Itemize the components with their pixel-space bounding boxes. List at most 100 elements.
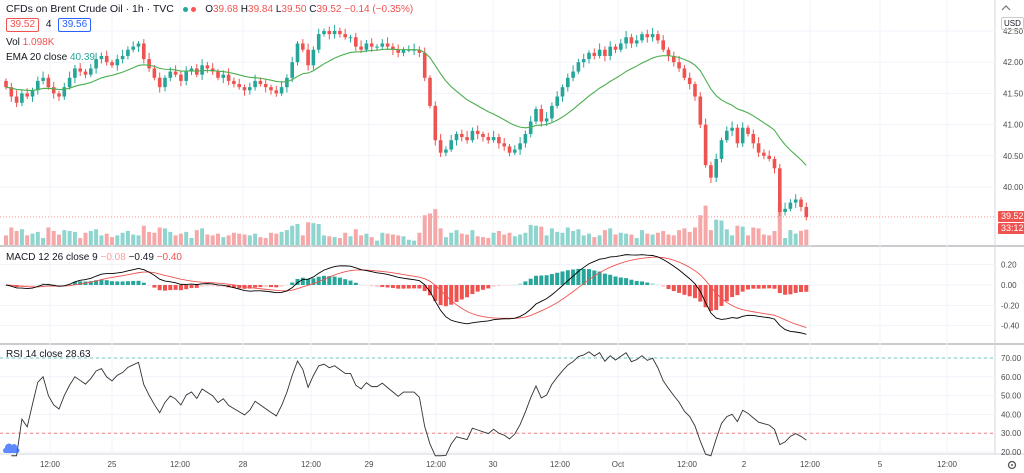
macd-hist-bar bbox=[141, 282, 146, 285]
volume-bar bbox=[110, 237, 114, 245]
macd-hist-bar bbox=[221, 285, 226, 287]
macd-hist-bar bbox=[348, 280, 353, 285]
settings-icon[interactable] bbox=[1007, 460, 1017, 470]
currency-badge[interactable]: USD bbox=[1001, 17, 1024, 30]
candle-body bbox=[36, 80, 40, 91]
macd-hist-bar bbox=[94, 280, 99, 285]
volume-bar bbox=[417, 232, 422, 245]
macd-hist-bar bbox=[687, 285, 692, 297]
macd-hist-bar bbox=[703, 285, 708, 308]
candle-body bbox=[640, 34, 644, 41]
macd-hist-bar bbox=[41, 283, 46, 285]
candle-body bbox=[719, 140, 724, 159]
macd-hist-bar bbox=[730, 285, 735, 298]
volume-bar bbox=[528, 224, 533, 245]
volume-bar bbox=[216, 233, 220, 245]
volume-bar bbox=[295, 224, 300, 245]
macd-hist-bar bbox=[322, 275, 326, 285]
volume-bar bbox=[205, 234, 210, 245]
volume-bar bbox=[359, 235, 364, 245]
candle-body bbox=[242, 87, 247, 91]
candle-body bbox=[322, 31, 326, 35]
o-value: 39.68 bbox=[212, 4, 239, 15]
candle-body bbox=[385, 43, 390, 47]
candle-body bbox=[290, 62, 294, 78]
candle-body bbox=[205, 65, 210, 69]
macd-hist-bar bbox=[756, 285, 761, 289]
volume-bar bbox=[459, 233, 464, 245]
candle-body bbox=[735, 127, 740, 144]
rsi-value: 28.63 bbox=[65, 349, 91, 360]
macd-hist-bar bbox=[740, 285, 745, 292]
macd-signal-value: −0.40 bbox=[156, 252, 182, 263]
volume-bar bbox=[396, 235, 401, 245]
candle-body bbox=[613, 46, 618, 50]
volume-bar bbox=[465, 234, 470, 245]
scroll-up-icon[interactable] bbox=[1000, 3, 1012, 14]
macd-hist-bar bbox=[597, 271, 602, 285]
macd-hist-bar bbox=[788, 285, 793, 295]
candle-body bbox=[9, 87, 14, 97]
volume-bar bbox=[650, 234, 655, 245]
volume-bar bbox=[587, 233, 591, 245]
volume-bar bbox=[46, 227, 51, 245]
candle-body bbox=[343, 34, 347, 38]
macd-hist-bar bbox=[534, 275, 538, 285]
candle-body bbox=[687, 77, 692, 85]
volume-bar bbox=[385, 233, 390, 245]
macd-hist-bar bbox=[613, 276, 618, 285]
candle-body bbox=[783, 208, 787, 212]
macd-hist-bar bbox=[290, 282, 295, 285]
volume-bar bbox=[613, 234, 618, 245]
macd-hist-bar bbox=[200, 285, 205, 287]
sell-price-button[interactable]: 39.52 bbox=[6, 18, 40, 32]
macd-hist-value: −0.08 bbox=[100, 252, 126, 263]
volume-bar bbox=[99, 235, 104, 245]
macd-hist-bar bbox=[57, 285, 61, 286]
volume-bar bbox=[380, 232, 385, 245]
volume-bar bbox=[152, 232, 157, 245]
volume-bar bbox=[72, 231, 77, 245]
macd-hist-bar bbox=[761, 285, 766, 289]
volume-bar bbox=[576, 229, 581, 245]
macd-hist-bar bbox=[433, 285, 438, 302]
candle-body bbox=[232, 80, 236, 85]
candle-body bbox=[772, 158, 777, 169]
macd-hist-bar bbox=[783, 285, 788, 295]
volume-bar bbox=[756, 228, 761, 245]
symbol-title[interactable]: CFDs on Brent Crude Oil · 1h · TVC bbox=[6, 3, 174, 15]
candle-body bbox=[311, 49, 316, 66]
macd-hist-bar bbox=[173, 285, 178, 290]
macd-hist-bar bbox=[284, 285, 289, 286]
volume-bar bbox=[168, 231, 173, 245]
buy-price-button[interactable]: 39.56 bbox=[58, 18, 92, 32]
ema-line bbox=[5, 48, 807, 166]
macd-hist-bar bbox=[104, 280, 109, 285]
volume-bar bbox=[539, 226, 544, 245]
volume-bar bbox=[353, 229, 358, 245]
macd-hist-bar bbox=[406, 285, 411, 289]
volume-bar bbox=[502, 234, 507, 245]
candle-body bbox=[258, 80, 263, 85]
candle-body bbox=[778, 168, 782, 212]
candle-body bbox=[104, 55, 109, 63]
cloud-icon[interactable] bbox=[2, 443, 20, 454]
macd-hist-bar bbox=[624, 278, 629, 285]
volume-bar bbox=[125, 231, 130, 245]
volume-bar bbox=[327, 236, 332, 245]
c-value: 39.52 bbox=[316, 4, 342, 15]
l-value: 39.50 bbox=[281, 4, 307, 15]
volume-bar bbox=[189, 238, 194, 245]
candle-body bbox=[364, 43, 369, 50]
volume-bar bbox=[544, 235, 549, 245]
macd-hist-bar bbox=[380, 285, 385, 288]
macd-hist-bar bbox=[650, 283, 655, 285]
h-label: H bbox=[240, 4, 249, 15]
volume-bar bbox=[147, 231, 152, 245]
macd-signal-line bbox=[5, 256, 807, 328]
volume-bar bbox=[237, 233, 242, 245]
macd-hist-bar bbox=[263, 285, 268, 287]
volume-bar bbox=[41, 238, 46, 245]
macd-hist-bar bbox=[300, 277, 305, 285]
